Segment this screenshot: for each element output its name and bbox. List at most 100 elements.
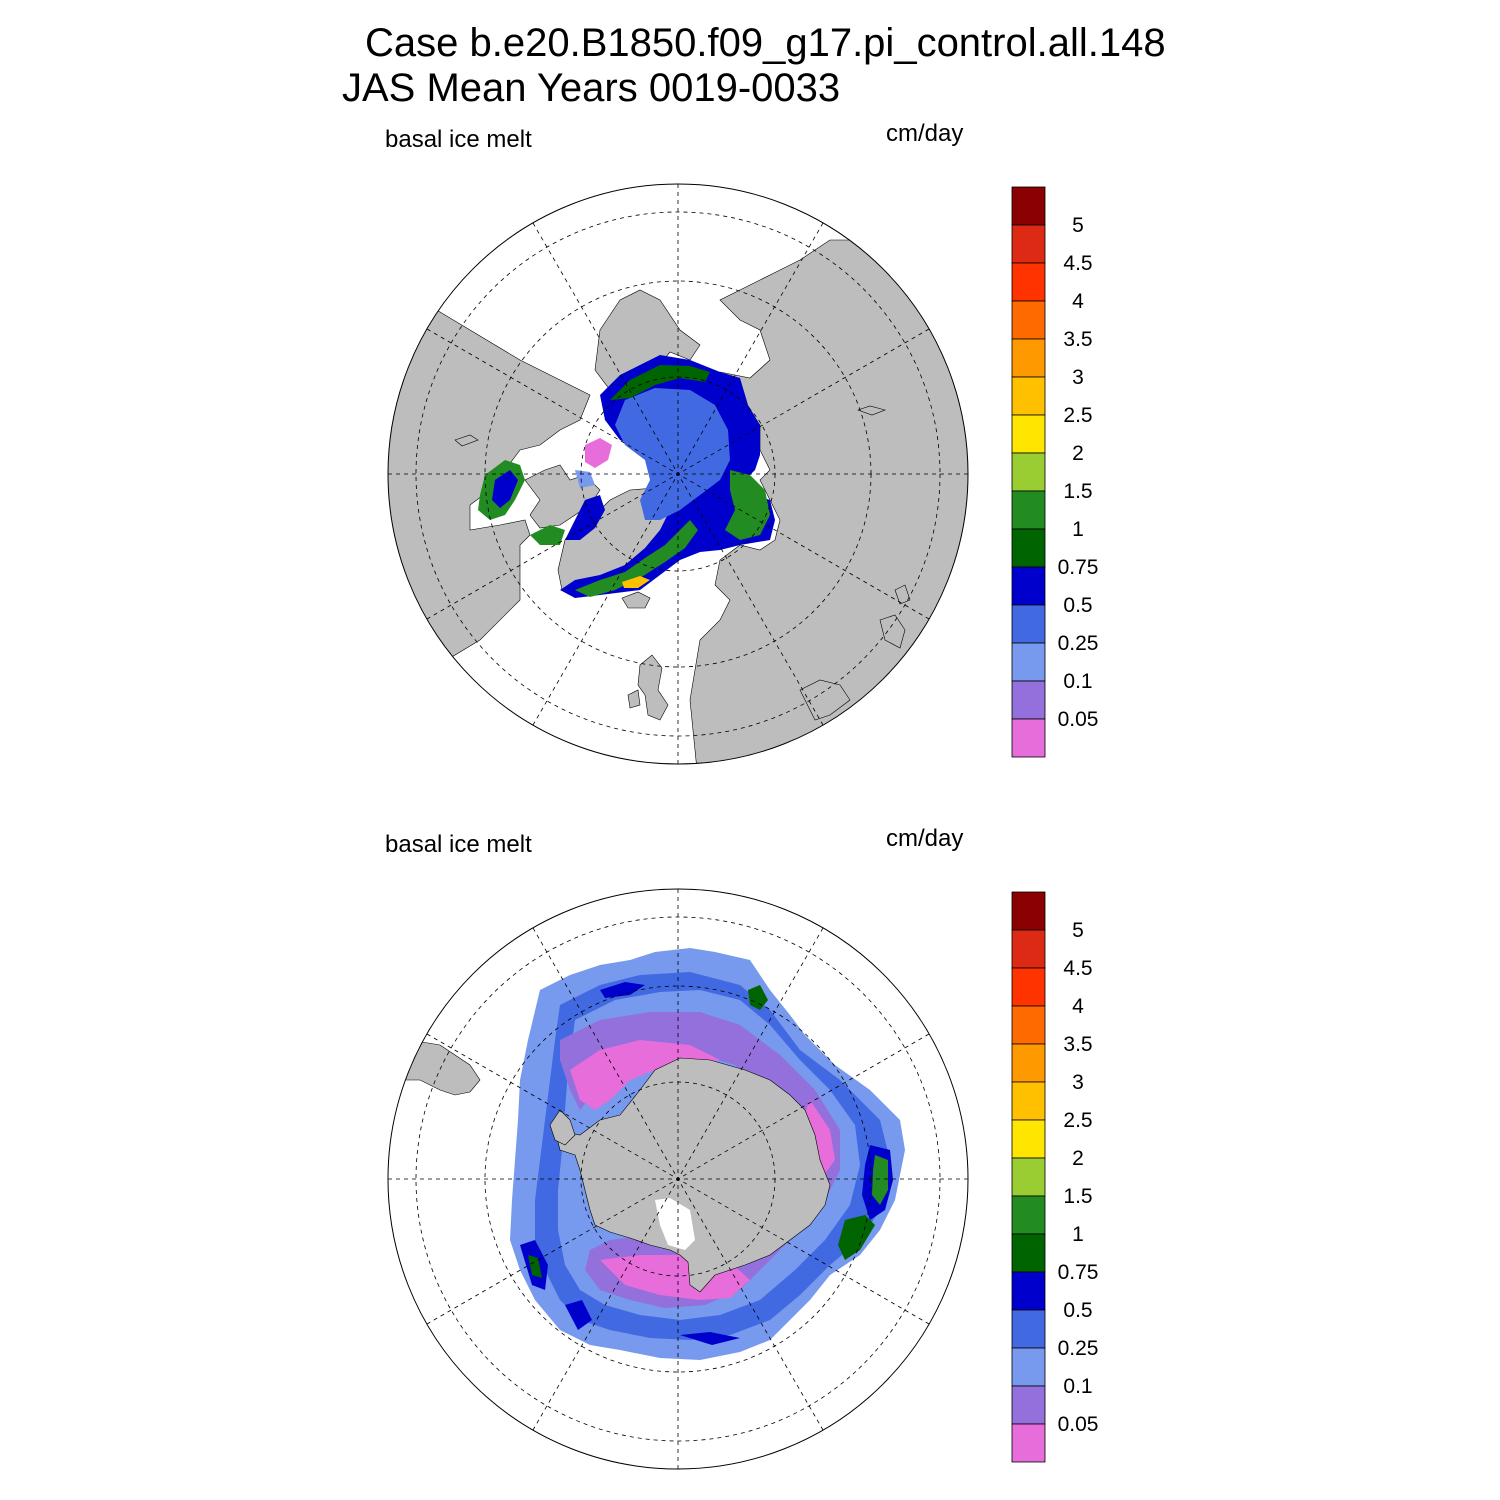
north-colorbar-box: [1011, 414, 1046, 454]
south-map-border: [387, 888, 969, 1470]
south-melt-spot-4: [680, 1332, 740, 1345]
north-land-iceland: [621, 591, 651, 609]
south-melt-green-east-2: [872, 1155, 888, 1205]
north-colorbar-box: [1011, 680, 1046, 720]
south-melt-spot-3: [565, 1300, 592, 1330]
north-colorbar-box: [1011, 490, 1046, 530]
south-graticule: [388, 889, 968, 1469]
south-colorbar-label: 0.1: [1063, 1375, 1092, 1398]
south-colorbar-box: [1011, 1347, 1046, 1387]
north-melt-green-band: [610, 365, 710, 400]
south-melt-green-west: [528, 1255, 542, 1278]
south-melt-green-north: [748, 985, 768, 1010]
north-melt-labrador-green: [530, 525, 565, 545]
south-colorbar-label: 3: [1072, 1071, 1084, 1094]
south-units-label: cm/day: [886, 825, 964, 852]
south-colorbar-label: 2: [1072, 1147, 1084, 1170]
north-colorbar-box: [1011, 452, 1046, 492]
south-variable-label: basal ice melt: [385, 831, 532, 858]
north-land-korea: [799, 679, 851, 721]
north-colorbar-box: [1011, 528, 1046, 568]
north-land-alaska-islands: [454, 434, 479, 447]
north-colorbar-box: [1011, 224, 1046, 264]
south-colorbar-label: 0.25: [1058, 1337, 1099, 1360]
south-melt-green-east-3: [838, 1215, 875, 1260]
north-colorbar-label: 5: [1072, 214, 1084, 237]
north-colorbar-label: 0.1: [1063, 670, 1092, 693]
south-colorbar-label: 4: [1072, 995, 1084, 1018]
south-colorbar-box: [1011, 1119, 1046, 1159]
south-colorbar-label: 2.5: [1063, 1109, 1092, 1132]
south-melt-spot-1: [600, 982, 645, 998]
south-colorbar-label: 5: [1072, 919, 1084, 942]
north-land-japan: [879, 614, 906, 649]
south-melt-pink-weddell: [570, 1040, 720, 1110]
south-colorbar-box: [1011, 967, 1046, 1007]
south-colorbar-box: [1011, 1271, 1046, 1311]
south-colorbar-box: [1011, 1005, 1046, 1045]
north-colorbar-box: [1011, 604, 1046, 644]
south-colorbar-box: [1011, 1233, 1046, 1273]
south-colorbar-label: 0.75: [1058, 1261, 1099, 1284]
north-colorbar-label: 3: [1072, 366, 1084, 389]
south-colorbar-box: [1011, 1309, 1046, 1349]
south-colorbar-box: [1011, 1423, 1046, 1463]
north-colorbar-label: 0.5: [1063, 594, 1092, 617]
north-melt-green-barents: [725, 470, 770, 540]
north-colorbar-box: [1011, 300, 1046, 340]
north-graticule: [388, 184, 968, 764]
north-colorbar-label: 1.5: [1063, 480, 1092, 503]
south-colorbar-box: [1011, 1081, 1046, 1121]
south-ice-shelf: [655, 1198, 695, 1250]
north-colorbar-box: [1011, 566, 1046, 606]
north-map-border: [387, 183, 969, 765]
south-colorbar-label: 0.5: [1063, 1299, 1092, 1322]
north-melt-green-greenland: [575, 520, 698, 597]
plot-title-case: Case b.e20.B1850.f09_g17.pi_control.all.…: [365, 21, 1166, 65]
south-colorbar-label: 4.5: [1063, 957, 1092, 980]
south-colorbar-label: 1.5: [1063, 1185, 1092, 1208]
south-colorbar-box: [1011, 1195, 1046, 1235]
north-melt-archipelago: [585, 438, 612, 468]
south-colorbar-box: [1011, 1385, 1046, 1425]
south-colorbar-label: 3.5: [1063, 1033, 1092, 1056]
north-colorbar-label: 4.5: [1063, 252, 1092, 275]
south-land-antarctica: [554, 1057, 831, 1293]
north-colorbar-box: [1011, 262, 1046, 302]
north-colorbar-label: 2.5: [1063, 404, 1092, 427]
north-melt-hudson-inner: [492, 470, 518, 508]
south-colorbar-box: [1011, 1043, 1046, 1083]
north-colorbar-label: 0.75: [1058, 556, 1099, 579]
north-colorbar-label: 3.5: [1063, 328, 1092, 351]
north-colorbar-box: [1011, 186, 1046, 226]
north-melt-outer-blue: [560, 355, 775, 598]
plot-title-period: JAS Mean Years 0019-0033: [342, 66, 841, 110]
north-variable-label: basal ice melt: [385, 126, 532, 153]
north-melt-archipelago-2: [575, 470, 595, 488]
north-units-label: cm/day: [886, 120, 964, 147]
south-colorbar-box: [1011, 891, 1046, 931]
north-colorbar: 0.05 0.1 0.25 0.5 0.75 1 1.5 2 2.5 3 3.5 4 4.5 5: [1011, 186, 1099, 758]
north-melt-yellow-spot: [622, 576, 650, 588]
north-melt-baffin: [565, 495, 605, 540]
south-land-antarctic-peninsula: [549, 1109, 576, 1146]
north-colorbar-box: [1011, 718, 1046, 758]
north-land-sakhalin: [894, 584, 911, 605]
north-colorbar-label: 4: [1072, 290, 1084, 313]
south-colorbar: 0.05 0.1 0.25 0.5 0.75 1 1.5 2 2.5 3 3.5 4 4.5 5: [1011, 891, 1099, 1463]
north-colorbar-box: [1011, 642, 1046, 682]
south-colorbar-box: [1011, 929, 1046, 969]
north-land-ireland: [627, 689, 641, 709]
north-colorbar-label: 1: [1072, 518, 1084, 541]
north-land-british-isles: [637, 654, 669, 721]
north-land-aleutians: [857, 405, 886, 416]
north-colorbar-label: 0.05: [1058, 708, 1099, 731]
north-colorbar-label: 0.25: [1058, 632, 1099, 655]
north-colorbar-box: [1011, 376, 1046, 416]
north-colorbar-box: [1011, 338, 1046, 378]
north-polar-map: [387, 183, 969, 765]
north-colorbar-label: 2: [1072, 442, 1084, 465]
south-colorbar-label: 0.05: [1058, 1413, 1099, 1436]
south-polar-map: [387, 888, 969, 1470]
